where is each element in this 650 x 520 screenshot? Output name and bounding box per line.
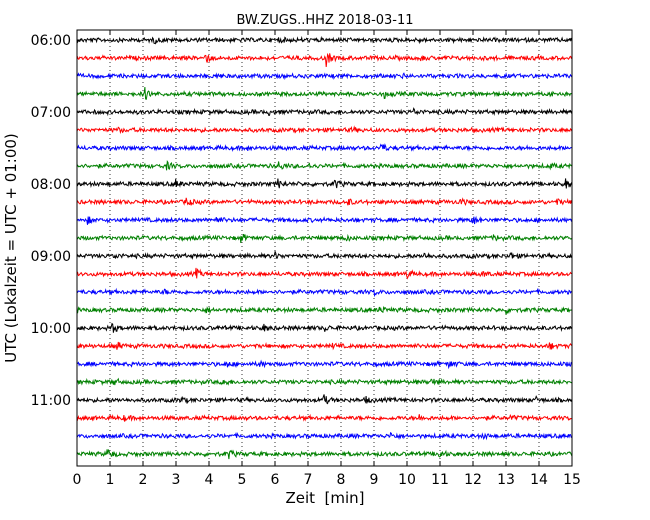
- y-tick-label: 06:00: [31, 33, 71, 49]
- x-tick-label: 10: [398, 472, 416, 488]
- seismic-trace: [76, 197, 573, 207]
- seismic-trace: [76, 143, 572, 153]
- x-tick-label: 4: [205, 472, 214, 488]
- x-tick-label: 3: [172, 472, 181, 488]
- x-tick-label: 11: [431, 472, 449, 488]
- x-tick-label: 0: [73, 472, 82, 488]
- seismic-trace: [76, 267, 572, 280]
- x-tick-label: 7: [304, 472, 313, 488]
- plot-frame: [76, 29, 573, 467]
- seismic-trace: [76, 159, 573, 171]
- x-tick-label: 14: [530, 472, 548, 488]
- x-tick-label: 5: [238, 472, 247, 488]
- seismic-trace: [76, 413, 572, 422]
- seismic-trace: [76, 448, 573, 460]
- y-axis-ticks: 06:00 07:00 08:00 09:00 10:00 11:00: [31, 33, 572, 409]
- x-tick-label: 2: [139, 472, 148, 488]
- seismic-trace: [76, 107, 573, 117]
- seismic-trace: [77, 377, 573, 387]
- seismic-trace: [76, 305, 572, 315]
- seismic-trace: [76, 215, 573, 225]
- y-tick-label: 09:00: [31, 249, 71, 265]
- x-tick-label: 15: [563, 472, 581, 488]
- seismic-trace: [76, 250, 573, 260]
- seismic-trace: [76, 322, 573, 333]
- x-tick-label: 9: [370, 472, 379, 488]
- y-tick-label: 10:00: [31, 321, 71, 337]
- chart-title: BW.ZUGS..HHZ 2018-03-11: [236, 13, 413, 28]
- x-tick-label: 8: [337, 472, 346, 488]
- x-axis-label: Zeit [min]: [285, 489, 364, 507]
- y-tick-label: 11:00: [31, 393, 71, 409]
- seismic-trace: [77, 359, 573, 370]
- y-tick-label: 07:00: [31, 105, 71, 121]
- seismic-trace: [76, 125, 573, 135]
- x-tick-label: 13: [497, 472, 515, 488]
- seismic-trace: [76, 341, 573, 351]
- y-tick-label: 08:00: [31, 177, 71, 193]
- seismic-trace: [76, 287, 573, 298]
- seismic-trace: [76, 178, 573, 189]
- x-tick-label: 6: [271, 472, 280, 488]
- trace-lines: [76, 35, 573, 460]
- seismic-trace: [76, 233, 573, 243]
- seismic-trace: [76, 35, 573, 45]
- y-axis-label: UTC (Lokalzeit = UTC + 01:00): [2, 133, 20, 363]
- x-axis-ticks: 0 1 2 3 4 5 6 7 8 9 10 11 12 13 14 15: [73, 30, 581, 488]
- seismic-trace: [76, 52, 573, 67]
- seismic-trace: [76, 86, 573, 100]
- x-tick-label: 12: [464, 472, 482, 488]
- seismic-trace: [76, 394, 573, 405]
- vertical-grid: [109, 30, 540, 466]
- seismic-trace: [76, 72, 573, 81]
- x-tick-label: 1: [106, 472, 115, 488]
- seismic-trace: [76, 431, 573, 441]
